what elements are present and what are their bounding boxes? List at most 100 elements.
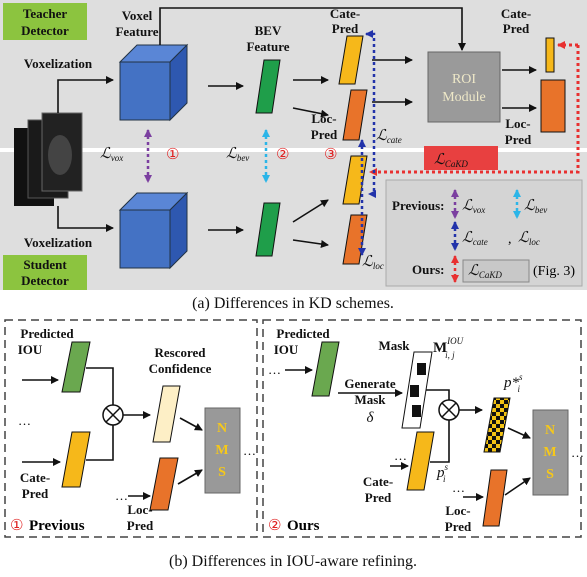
cate-pred-label: Pred [365,490,392,505]
marker: ① [10,516,23,534]
ellipsis: … [452,480,465,495]
cate-pred-label: Cate- [20,470,50,485]
math-part: i [443,474,446,484]
arrow [180,418,202,430]
mask-label: Mask [378,338,410,353]
cate-pred [407,432,434,490]
mask-cells-part [410,385,419,397]
cate-pred [62,432,90,487]
mask-cells-part [412,405,421,417]
loc-pred [483,470,507,526]
p-star-symbol: p*si [503,372,523,394]
predicted-iou [62,342,90,392]
marker: ① [166,145,179,163]
roi-cate-label: Pred [503,21,530,36]
legend-previous: Previous: [392,198,444,213]
point-cloud-part [48,135,72,175]
math-part: i [518,384,521,394]
math-part: cate [473,237,488,247]
connector [426,390,449,400]
previous-label: Previous [29,518,85,534]
bev-feature-label: Feature [246,39,289,54]
math-part: CaKD [445,159,469,169]
cate-pred-label: Pred [332,21,359,36]
student-voxel-cube-part [120,210,170,268]
ellipsis: … [243,443,256,458]
roi-loc-label: Pred [505,132,532,147]
refined-score [484,398,510,452]
panel-a: Teacher Detector Student Detector Voxeli… [0,0,587,290]
legend-fig-ref: (Fig. 3) [533,264,575,279]
arrow [508,428,530,438]
rescored-label: Confidence [149,361,212,376]
panel-b: Predicted IOU … Cate- Pred Rescored Conf… [5,320,584,537]
math-part: i, j [445,350,455,360]
roi-loc-label: Loc- [505,116,530,131]
cate-pred-label: Cate- [330,6,360,21]
student-voxel-cube [120,193,187,268]
loc-pred-label: Pred [445,519,472,534]
roi-cate-label: Cate- [501,6,531,21]
nms-label: N [545,423,555,438]
loss-bev: ℒbev [226,146,249,163]
bev-feature-label: BEV [255,23,282,38]
rescored-confidence [153,386,180,442]
roi-label: Module [442,90,486,105]
p-symbol: psi [436,462,449,484]
math-part: vox [111,153,124,163]
math-part: bev [535,205,548,215]
generate-label: Mask [354,392,386,407]
math-part: IOU [446,336,463,346]
cate-pred-label: Cate- [363,474,393,489]
nms-label: M [215,443,228,458]
teacher-label: Detector [21,23,69,38]
math-part: loc [529,237,540,247]
ours-label: Ours [287,518,320,534]
caption: (b) Differences in IOU-aware refining. [169,553,417,570]
roi-module [428,52,500,122]
ellipsis: … [18,413,31,428]
marker: ② [268,516,281,534]
generate-label: Generate [344,376,395,391]
legend-ours: Ours: [412,262,445,277]
student-label: Student [23,257,67,272]
nms-label: M [543,445,556,460]
roi-loc-pred [541,80,565,132]
math-part: s [445,462,449,472]
predicted-iou [312,342,339,396]
legend-separator: , [508,232,512,247]
math-part: loc [373,261,384,271]
loss-vox: ℒvox [100,146,123,163]
loc-pred-label: Pred [311,127,338,142]
teacher-voxel-cube [120,45,187,120]
voxel-feature-label: Voxel [122,8,153,23]
voxel-feature-label: Feature [115,24,158,39]
teacher-voxel-cube-part [120,62,170,120]
marker: ③ [324,145,337,163]
loc-pred-label: Loc- [311,111,336,126]
ellipsis: … [115,488,128,503]
loc-pred [150,458,178,510]
arrow [178,470,202,484]
math-part: cate [387,135,402,145]
predicted-iou-label: IOU [274,342,299,357]
loc-pred-label: Loc- [127,502,152,517]
ellipsis: … [394,448,407,463]
math-part: bev [237,153,250,163]
student-label: Detector [21,273,69,288]
figure: Teacher Detector Student Detector Voxel i… [0,0,587,577]
mask-cells-part [417,363,426,375]
marker: ② [276,145,289,163]
teacher-label: Teacher [23,6,68,21]
arrow [505,478,530,495]
loc-pred-label: Pred [127,518,154,533]
nms-label: S [546,467,554,482]
predicted-iou-label: IOU [18,342,43,357]
cate-pred-label: Pred [22,486,49,501]
ellipsis: … [571,445,584,460]
rescored-label: Rescored [154,345,206,360]
math-part: vox [473,205,486,215]
nms-label: N [217,421,227,436]
roi-cate-pred [546,38,554,72]
